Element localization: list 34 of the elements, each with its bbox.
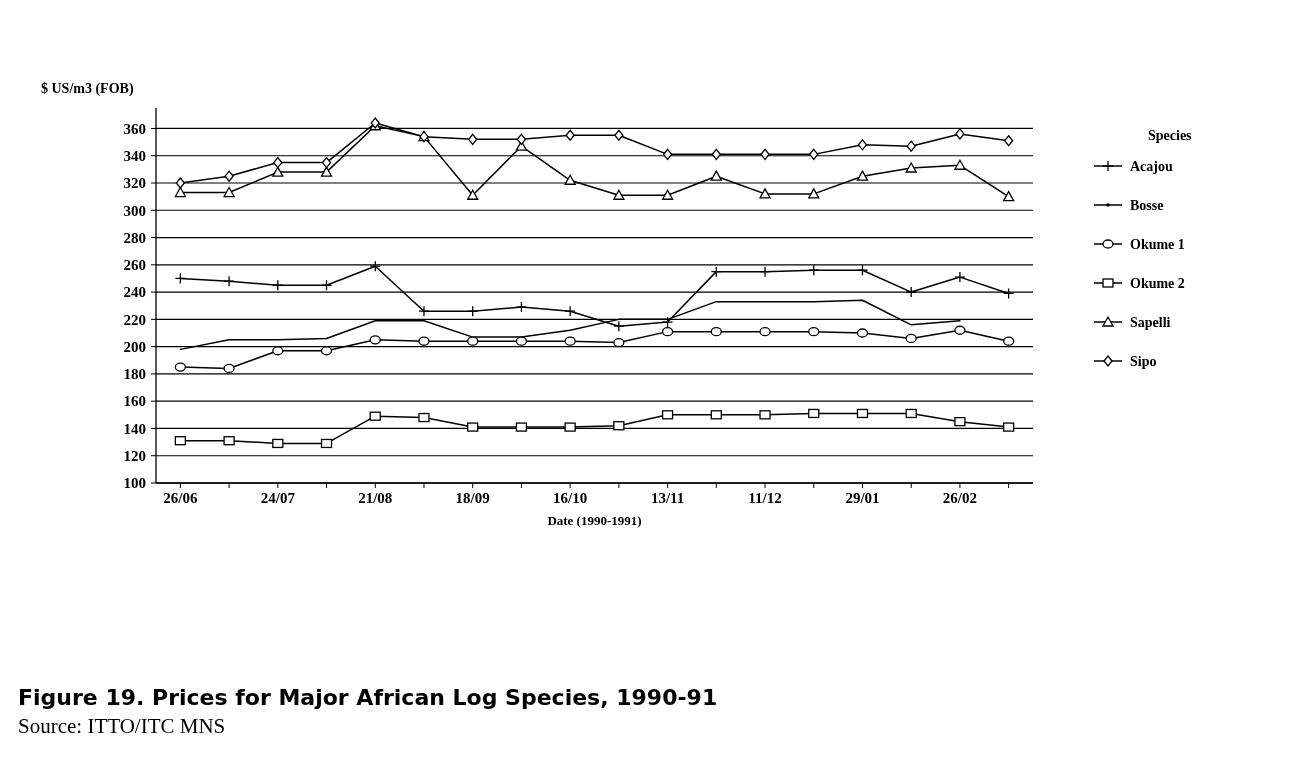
legend-label: Okume 1: [1130, 236, 1185, 252]
x-tick-label: 26/02: [942, 490, 977, 506]
y-tick-label: 140: [123, 420, 146, 437]
legend-label: Bosse: [1130, 197, 1164, 213]
y-tick-label: 220: [123, 311, 146, 328]
y-tick-label: 120: [123, 447, 146, 464]
text: Figure 19. Prices for Major African Log Species, 1990-91: [18, 685, 718, 710]
legend-title: Species: [1148, 128, 1193, 143]
y-tick-label: 180: [123, 366, 146, 383]
x-tick-label: 16/10: [553, 490, 588, 506]
x-tick-label: 29/01: [845, 490, 880, 506]
y-tick-label: 200: [123, 338, 146, 355]
y-tick-label: 240: [123, 284, 146, 301]
y-tick-label: 300: [123, 202, 146, 219]
y-tick-label: 280: [123, 229, 146, 246]
legend-label: Acajou: [1130, 158, 1173, 174]
y-tick-label: 360: [123, 120, 146, 137]
y-tick-label: 260: [123, 257, 146, 274]
y-tick-label: 320: [123, 175, 146, 192]
source-note: Source: ITTO/ITC MNS: [18, 714, 226, 738]
legend-label: Sipo: [1130, 353, 1157, 369]
y-axis-title: $ US/m3 (FOB): [41, 81, 134, 97]
x-tick-label: 11/12: [748, 490, 782, 506]
x-tick-label: 24/07: [260, 490, 296, 506]
y-tick-label: 160: [123, 393, 146, 410]
x-tick-label: 21/08: [358, 490, 393, 506]
x-tick-label: 26/06: [163, 490, 198, 506]
y-tick-label: 100: [123, 475, 146, 492]
legend-label: Sapelli: [1130, 314, 1171, 330]
legend-label: Okume 2: [1130, 275, 1185, 291]
x-axis-title: Date (1990-1991): [547, 513, 642, 528]
x-tick-label: 13/11: [650, 490, 685, 506]
x-tick-label: 18/09: [455, 490, 490, 506]
y-tick-label: 340: [123, 147, 146, 164]
